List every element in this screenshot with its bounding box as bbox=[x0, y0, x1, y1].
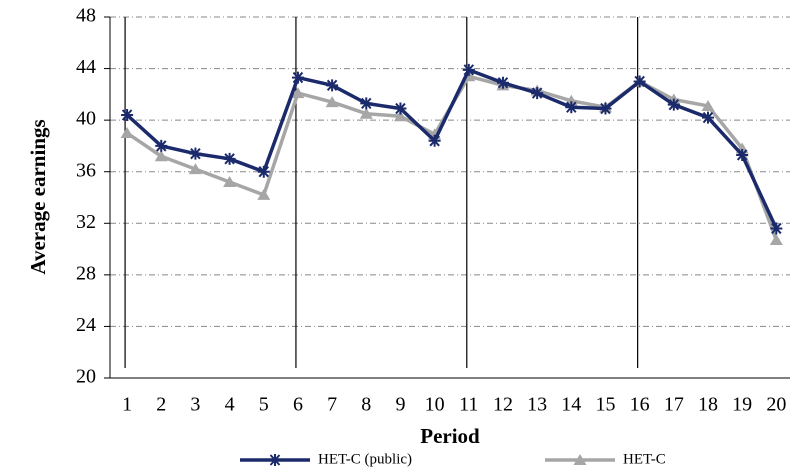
marker bbox=[462, 63, 475, 76]
x-tick-label: 11 bbox=[459, 394, 478, 416]
marker bbox=[359, 107, 373, 119]
legend-label: HET-C (public) bbox=[318, 451, 412, 467]
y-tick-label: 40 bbox=[76, 108, 96, 130]
y-tick-label: 28 bbox=[76, 262, 96, 284]
marker bbox=[736, 148, 749, 161]
marker bbox=[155, 139, 168, 152]
x-tick-label: 14 bbox=[561, 394, 581, 416]
x-tick-label: 10 bbox=[425, 394, 445, 416]
legend-marker bbox=[573, 454, 587, 465]
x-tick-label: 13 bbox=[527, 394, 547, 416]
marker bbox=[223, 176, 237, 188]
y-tick-label: 48 bbox=[76, 5, 96, 27]
x-tick-label: 3 bbox=[190, 394, 200, 416]
marker bbox=[769, 234, 783, 246]
marker bbox=[223, 152, 236, 165]
marker bbox=[121, 108, 134, 121]
marker bbox=[496, 76, 509, 89]
x-tick-label: 7 bbox=[327, 394, 337, 416]
marker bbox=[326, 79, 339, 92]
y-tick-label: 24 bbox=[76, 314, 96, 336]
marker bbox=[428, 134, 441, 147]
y-tick-label: 20 bbox=[76, 366, 96, 388]
x-tick-label: 12 bbox=[493, 394, 513, 416]
marker bbox=[257, 165, 270, 178]
y-tick-label: 44 bbox=[76, 56, 96, 78]
x-tick-label: 19 bbox=[732, 394, 752, 416]
x-tick-label: 5 bbox=[259, 394, 269, 416]
marker bbox=[599, 102, 612, 115]
marker bbox=[701, 111, 714, 124]
marker bbox=[701, 99, 715, 111]
x-tick-label: 18 bbox=[698, 394, 718, 416]
marker bbox=[188, 163, 202, 175]
marker bbox=[393, 110, 407, 122]
x-tick-label: 6 bbox=[293, 394, 303, 416]
marker bbox=[360, 97, 373, 110]
marker bbox=[633, 75, 646, 88]
legend-marker bbox=[269, 454, 281, 466]
marker bbox=[667, 98, 680, 111]
x-tick-label: 1 bbox=[122, 394, 132, 416]
x-tick-label: 4 bbox=[225, 394, 235, 416]
marker bbox=[325, 96, 339, 108]
marker bbox=[154, 150, 168, 162]
x-tick-label: 20 bbox=[766, 394, 786, 416]
marker bbox=[257, 188, 271, 200]
marker bbox=[120, 127, 134, 139]
marker bbox=[394, 102, 407, 115]
x-tick-label: 9 bbox=[395, 394, 405, 416]
marker bbox=[770, 222, 783, 235]
x-axis-title: Period bbox=[420, 424, 480, 448]
marker bbox=[291, 87, 305, 99]
x-tick-label: 16 bbox=[630, 394, 650, 416]
y-tick-label: 36 bbox=[76, 159, 96, 181]
series-line bbox=[125, 68, 778, 230]
x-tick-label: 17 bbox=[664, 394, 684, 416]
marker bbox=[531, 87, 544, 100]
x-tick-label: 15 bbox=[595, 394, 615, 416]
marker bbox=[565, 101, 578, 114]
x-tick-label: 2 bbox=[156, 394, 166, 416]
x-tick-label: 8 bbox=[361, 394, 371, 416]
legend-label: HET-C bbox=[623, 451, 666, 467]
y-tick-label: 32 bbox=[76, 211, 96, 233]
marker bbox=[189, 147, 202, 160]
marker bbox=[291, 71, 304, 84]
y-axis-title: Average earnings bbox=[26, 119, 50, 274]
